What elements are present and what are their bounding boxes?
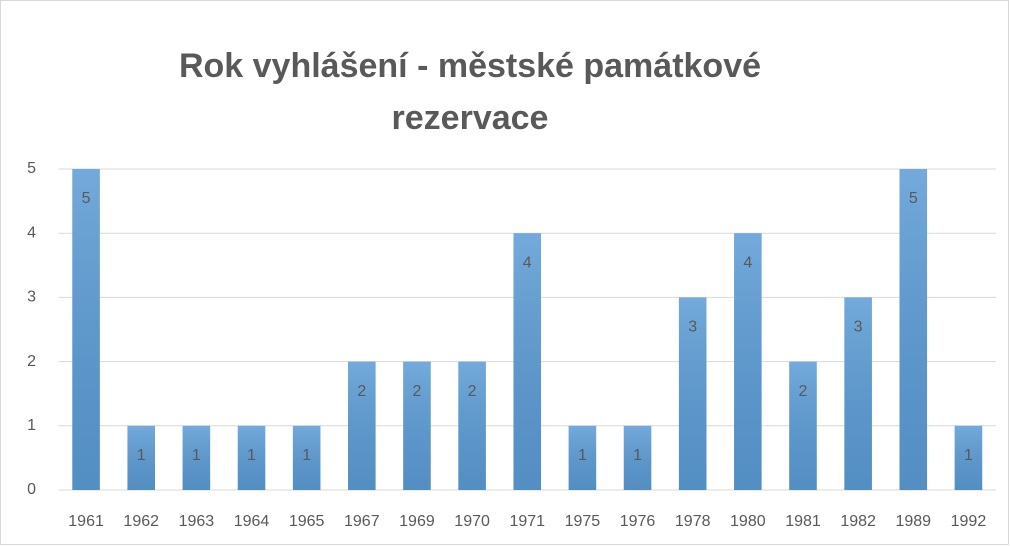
y-tick-label: 0	[27, 481, 36, 498]
y-tick-label: 2	[27, 353, 36, 370]
bar-shade	[237, 425, 266, 490]
bar-shade	[403, 361, 431, 490]
x-tick-label: 1969	[399, 513, 435, 530]
y-tick-label: 1	[27, 417, 36, 434]
bar-shade	[844, 297, 872, 490]
x-tick-label: 1975	[565, 513, 601, 530]
x-tick-label: 1961	[68, 513, 104, 530]
data-label: 5	[82, 190, 91, 207]
data-label: 1	[578, 447, 587, 464]
data-label: 1	[247, 447, 256, 464]
data-label: 4	[523, 254, 532, 271]
y-tick-label: 3	[27, 289, 36, 306]
bar-shade	[458, 361, 486, 490]
data-label: 2	[357, 383, 366, 400]
data-label: 5	[909, 190, 918, 207]
y-tick-label: 4	[27, 224, 36, 241]
bar-shade	[568, 425, 597, 490]
x-tick-label: 1978	[675, 513, 711, 530]
data-label: 1	[302, 447, 311, 464]
x-tick-label: 1962	[123, 513, 159, 530]
data-label: 1	[964, 447, 973, 464]
bar-shade	[623, 425, 652, 490]
data-label: 2	[468, 383, 477, 400]
x-tick-label: 1970	[454, 513, 490, 530]
bar-shade	[72, 169, 100, 490]
bar-shade	[678, 297, 707, 490]
y-tick-label: 5	[27, 160, 36, 177]
x-tick-label: 1981	[785, 513, 821, 530]
bar-shade	[348, 361, 376, 490]
data-label: 2	[413, 383, 422, 400]
bar-shade	[954, 425, 983, 490]
bar-shade	[292, 425, 321, 490]
x-tick-label: 1976	[620, 513, 656, 530]
bar-shade	[899, 169, 928, 490]
data-label: 3	[854, 319, 863, 336]
bar-shade	[734, 233, 762, 490]
bar-shade	[789, 361, 817, 490]
x-tick-label: 1965	[289, 513, 325, 530]
bar-shade	[513, 233, 542, 490]
x-tick-label: 1971	[509, 513, 545, 530]
data-label: 1	[137, 447, 146, 464]
x-tick-label: 1967	[344, 513, 380, 530]
data-label: 4	[743, 254, 752, 271]
data-label: 1	[633, 447, 642, 464]
x-tick-label: 1964	[234, 513, 270, 530]
x-tick-label: 1963	[179, 513, 215, 530]
bar-shade	[127, 425, 156, 490]
chart-title: Rok vyhlášení - městské památkové rezerv…	[178, 47, 762, 137]
data-label: 1	[192, 447, 201, 464]
data-label: 3	[688, 319, 697, 336]
x-tick-label: 1980	[730, 513, 766, 530]
data-label: 2	[799, 383, 808, 400]
bar-shade	[182, 425, 211, 490]
x-tick-label: 1982	[840, 513, 876, 530]
x-tick-label: 1989	[895, 513, 931, 530]
x-tick-label: 1992	[951, 513, 987, 530]
